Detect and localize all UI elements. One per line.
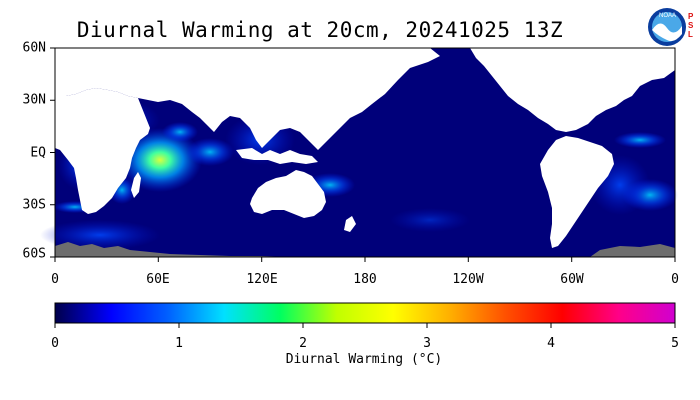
lat-label-30n: 30N — [22, 92, 46, 108]
lon-label-120e: 120E — [246, 272, 278, 287]
lat-label-60s: 60S — [22, 246, 46, 262]
psl-letter-l: L — [688, 30, 693, 39]
colorbar-label-2: 2 — [299, 336, 307, 351]
land-maritime-southeast-asia — [236, 148, 318, 164]
lon-label-60w: 60W — [560, 272, 584, 287]
lat-label-30s: 30S — [22, 197, 46, 213]
lon-label-60e: 60E — [146, 272, 170, 287]
colorbar-gradient — [54, 302, 676, 324]
noaa-logo-wave — [652, 23, 682, 42]
lat-label-eq: EQ — [30, 145, 46, 161]
land-africa — [55, 88, 150, 214]
land-new-zealand — [344, 216, 356, 232]
lon-label-0-east: 0 — [671, 272, 679, 287]
psl-letter-s: S — [688, 21, 694, 30]
map-title: Diurnal Warming at 20cm, 20241025 13Z — [76, 18, 564, 42]
land-north-america — [470, 48, 675, 132]
sea-ice-no-data — [55, 242, 675, 257]
colorbar-label-0: 0 — [51, 336, 59, 351]
colorbar-label-1: 1 — [175, 336, 183, 351]
lon-label-0-west: 0 — [51, 272, 59, 287]
land-eurasia — [55, 48, 440, 150]
land-masses — [55, 48, 675, 248]
lon-label-120w: 120W — [452, 272, 484, 287]
colorbar-label-4: 4 — [547, 336, 555, 351]
lat-label-60n: 60N — [22, 40, 46, 56]
land-madagascar — [131, 172, 141, 198]
lon-label-180: 180 — [353, 272, 377, 287]
noaa-logo-text: NOAA — [659, 13, 676, 19]
colorbar-ticks — [54, 323, 676, 328]
colorbar-label-3: 3 — [423, 336, 431, 351]
land-australia — [250, 170, 326, 218]
psl-side-text: P S L — [688, 12, 693, 39]
colorbar-label-5: 5 — [671, 336, 679, 351]
axis-ticks — [50, 47, 676, 262]
land-greenland — [640, 48, 675, 64]
colorbar-title: Diurnal Warming (°C) — [285, 352, 443, 367]
land-south-america — [540, 136, 614, 248]
noaa-logo: NOAA P S L — [646, 4, 696, 54]
psl-letter-p: P — [688, 12, 694, 21]
